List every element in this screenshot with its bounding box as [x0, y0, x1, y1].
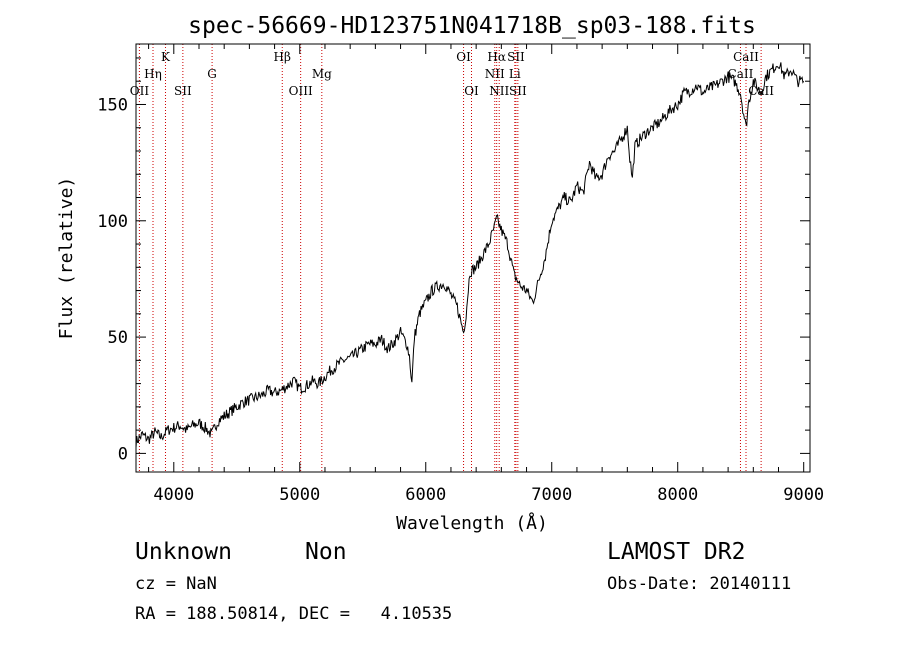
y-tick-label: 100 [97, 212, 128, 232]
reference-line-label: OII [130, 84, 150, 98]
x-tick-label: 4000 [153, 485, 194, 505]
redshift-cz: cz = NaN [135, 574, 217, 594]
reference-line-labels: OIIHηKSIIGHβOIIIMgOIOINIIHαNIILiSIISIICa… [130, 50, 775, 98]
reference-line-label: NII [485, 67, 505, 81]
reference-line-label: Hα [487, 50, 506, 64]
reference-line-label: Mg [312, 67, 332, 81]
y-axis-label: Flux (relative) [56, 177, 77, 340]
spectrum-line [135, 62, 805, 448]
y-tick-label: 150 [97, 95, 128, 115]
survey-name: LAMOST DR2 [607, 539, 746, 565]
x-tick-label: 6000 [405, 485, 446, 505]
reference-lines [138, 44, 762, 472]
reference-line-label: SII [507, 50, 525, 64]
reference-line-label: Li [509, 67, 521, 81]
x-tick-label: 8000 [657, 485, 698, 505]
reference-line-label: G [207, 67, 217, 81]
y-tick-label: 0 [118, 444, 128, 464]
x-axis-label: Wavelength (Å) [396, 512, 548, 534]
reference-line-label: Hη [144, 67, 162, 81]
x-tick-label: 9000 [783, 485, 824, 505]
x-tick-label: 7000 [531, 485, 572, 505]
reference-line-label: CaII [733, 50, 759, 64]
y-tick-label: 50 [108, 328, 128, 348]
reference-line-label: OI [456, 50, 471, 64]
reference-line-label: NII [489, 84, 509, 98]
x-tick-label: 5000 [279, 485, 320, 505]
reference-line-label: SII [174, 84, 192, 98]
plot-frame [135, 43, 811, 473]
reference-line-label: OIII [289, 84, 313, 98]
reference-line-label: CaII [748, 84, 774, 98]
object-subclass: Non [305, 539, 347, 565]
coordinates: RA = 188.50814, DEC = 4.10535 [135, 604, 453, 624]
object-class: Unknown [135, 539, 232, 565]
observation-date: Obs-Date: 20140111 [607, 574, 792, 594]
reference-line-label: K [161, 50, 171, 64]
reference-line-label: Hβ [274, 50, 291, 64]
x-axis-ticks: 4000 5000 6000 7000 8000 9000 [148, 44, 824, 505]
chart-title: spec-56669-HD123751N041718B_sp03-188.fit… [188, 13, 756, 39]
y-axis-ticks: 0 50 100 150 [97, 57, 810, 464]
reference-line-label: SII [509, 84, 527, 98]
reference-line-label: OI [464, 84, 479, 98]
